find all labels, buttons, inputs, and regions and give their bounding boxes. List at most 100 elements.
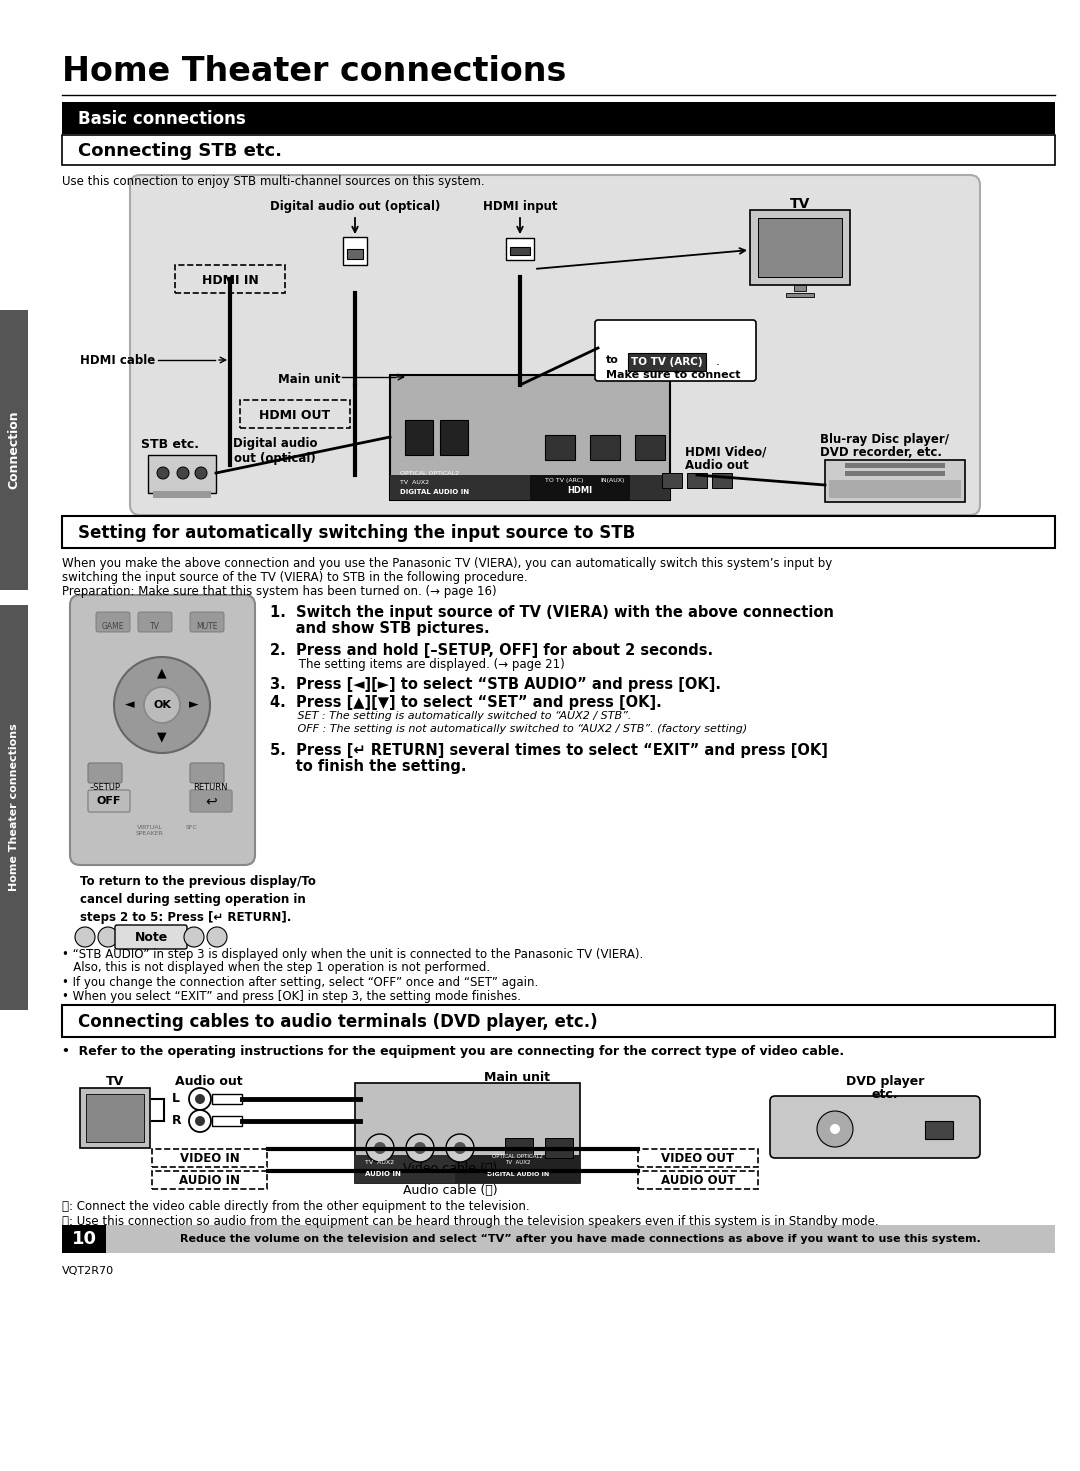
Text: HDMI cable: HDMI cable xyxy=(80,353,156,366)
Text: OPTICAL OPTICAL2: OPTICAL OPTICAL2 xyxy=(492,1153,543,1159)
Text: DVD recorder, etc.: DVD recorder, etc. xyxy=(820,446,942,459)
FancyBboxPatch shape xyxy=(190,763,224,783)
Text: The setting items are displayed. (→ page 21): The setting items are displayed. (→ page… xyxy=(280,658,565,671)
Text: When you make the above connection and you use the Panasonic TV (VIERA), you can: When you make the above connection and y… xyxy=(62,558,833,569)
Circle shape xyxy=(157,466,168,480)
Circle shape xyxy=(195,466,207,480)
Text: HDMI Video/: HDMI Video/ xyxy=(685,446,767,457)
Circle shape xyxy=(144,687,180,724)
Text: Blu-ray Disc player/: Blu-ray Disc player/ xyxy=(820,432,949,446)
Text: • If you change the connection after setting, select “OFF” once and “SET” again.: • If you change the connection after set… xyxy=(62,975,538,989)
Bar xyxy=(347,249,363,259)
Text: IN(AUX): IN(AUX) xyxy=(600,478,624,482)
Bar xyxy=(405,421,433,455)
Bar xyxy=(687,474,707,488)
Bar xyxy=(638,1149,758,1167)
Bar xyxy=(343,237,367,265)
Text: VIRTUAL
SPEAKER: VIRTUAL SPEAKER xyxy=(136,825,164,836)
Text: VIDEO IN: VIDEO IN xyxy=(179,1152,240,1165)
Text: ↩: ↩ xyxy=(205,794,217,808)
Bar xyxy=(440,421,468,455)
Bar xyxy=(510,247,530,254)
Bar xyxy=(924,1121,953,1139)
Text: Use this connection to enjoy STB multi-channel sources on this system.: Use this connection to enjoy STB multi-c… xyxy=(62,175,485,188)
Circle shape xyxy=(414,1141,426,1155)
Bar xyxy=(390,375,670,500)
Text: Connection: Connection xyxy=(8,410,21,490)
Bar xyxy=(794,285,806,291)
Text: Home Theater connections: Home Theater connections xyxy=(9,724,19,891)
Text: 4.  Press [▲][▼] to select “SET” and press [OK].: 4. Press [▲][▼] to select “SET” and pres… xyxy=(270,694,662,710)
Text: Basic connections: Basic connections xyxy=(78,110,246,128)
Bar xyxy=(152,1149,267,1167)
FancyBboxPatch shape xyxy=(96,612,130,633)
Circle shape xyxy=(831,1124,840,1134)
Bar xyxy=(638,1171,758,1189)
Text: TV  AUX2: TV AUX2 xyxy=(505,1161,530,1165)
Bar xyxy=(62,516,1055,549)
Text: Make sure to connect: Make sure to connect xyxy=(606,371,741,380)
Text: 3.  Press [◄][►] to select “STB AUDIO” and press [OK].: 3. Press [◄][►] to select “STB AUDIO” an… xyxy=(270,677,721,691)
Bar xyxy=(175,265,285,293)
Bar xyxy=(545,435,575,460)
Circle shape xyxy=(195,1094,205,1105)
FancyBboxPatch shape xyxy=(130,175,980,515)
Bar xyxy=(62,101,1055,134)
Bar xyxy=(627,353,706,371)
Text: DIGITAL AUDIO IN: DIGITAL AUDIO IN xyxy=(400,488,469,496)
Text: SET : The setting is automatically switched to “AUX2 / STB”.: SET : The setting is automatically switc… xyxy=(280,710,632,721)
Text: Ⓑ: Use this connection so audio from the equipment can be heard through the tele: Ⓑ: Use this connection so audio from the… xyxy=(62,1215,879,1228)
Bar xyxy=(152,1171,267,1189)
Bar xyxy=(825,460,966,502)
Text: TV: TV xyxy=(106,1075,124,1089)
Text: TV  AUX2: TV AUX2 xyxy=(400,480,429,484)
Text: L: L xyxy=(172,1093,180,1106)
Bar xyxy=(507,238,534,260)
Text: DVD player: DVD player xyxy=(846,1075,924,1089)
Bar xyxy=(106,1225,1055,1253)
Circle shape xyxy=(75,927,95,947)
Text: OPTICAL OPTICAL2: OPTICAL OPTICAL2 xyxy=(400,471,459,475)
Text: ◄: ◄ xyxy=(125,699,135,712)
FancyBboxPatch shape xyxy=(190,790,232,812)
FancyBboxPatch shape xyxy=(190,612,224,633)
Text: switching the input source of the TV (VIERA) to STB in the following procedure.: switching the input source of the TV (VI… xyxy=(62,571,528,584)
Text: –SETUP: –SETUP xyxy=(90,783,121,791)
Text: Reduce the volume on the television and select “TV” after you have made connecti: Reduce the volume on the television and … xyxy=(179,1234,981,1244)
Text: Also, this is not displayed when the step 1 operation is not performed.: Also, this is not displayed when the ste… xyxy=(62,961,490,974)
Text: HDMI IN: HDMI IN xyxy=(202,274,258,287)
Circle shape xyxy=(816,1111,853,1147)
Text: STB etc.: STB etc. xyxy=(141,438,199,452)
Bar xyxy=(845,463,945,468)
Circle shape xyxy=(374,1141,386,1155)
Text: TV: TV xyxy=(789,197,810,210)
Text: 10: 10 xyxy=(71,1230,96,1247)
Bar xyxy=(750,210,850,285)
Text: HDMI OUT: HDMI OUT xyxy=(259,409,330,422)
Bar xyxy=(62,135,1055,165)
Text: etc.: etc. xyxy=(872,1089,899,1100)
FancyBboxPatch shape xyxy=(114,925,187,949)
Text: TO TV (ARC): TO TV (ARC) xyxy=(545,478,583,482)
Text: Main unit: Main unit xyxy=(485,1071,551,1084)
Circle shape xyxy=(189,1089,211,1111)
Bar xyxy=(80,1089,150,1147)
Text: Audio out: Audio out xyxy=(685,459,748,472)
Bar xyxy=(829,480,961,499)
Bar xyxy=(590,435,620,460)
Circle shape xyxy=(189,1111,211,1133)
Text: Audio out: Audio out xyxy=(175,1075,243,1089)
Text: VQT2R70: VQT2R70 xyxy=(62,1267,114,1275)
Bar xyxy=(545,1139,573,1158)
Bar xyxy=(62,1225,106,1253)
Bar xyxy=(712,474,732,488)
Text: AUDIO OUT: AUDIO OUT xyxy=(661,1174,735,1187)
Text: TV: TV xyxy=(150,622,160,631)
FancyBboxPatch shape xyxy=(595,321,756,381)
Circle shape xyxy=(454,1141,465,1155)
Text: Ⓐ: Connect the video cable directly from the other equipment to the television.: Ⓐ: Connect the video cable directly from… xyxy=(62,1200,529,1214)
FancyBboxPatch shape xyxy=(87,790,130,812)
Text: •  Refer to the operating instructions for the equipment you are connecting for : • Refer to the operating instructions fo… xyxy=(62,1044,845,1058)
Circle shape xyxy=(177,466,189,480)
FancyBboxPatch shape xyxy=(770,1096,980,1158)
